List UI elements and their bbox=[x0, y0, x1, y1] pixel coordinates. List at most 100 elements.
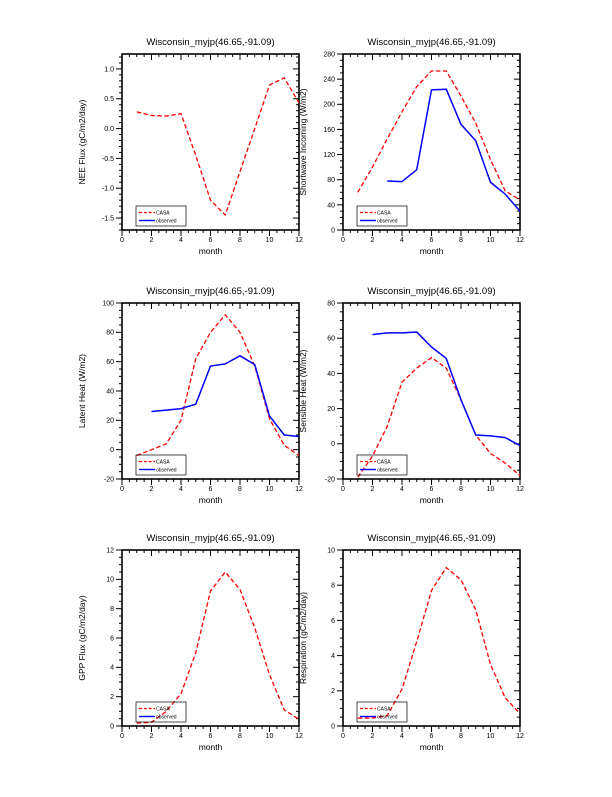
svg-text:0: 0 bbox=[341, 486, 345, 493]
legend-casa-label: CASA bbox=[156, 459, 170, 465]
chart-gpp-flux: 0 2 4 6 8 10 12 0 2 4 6 8 10 12 Wisconsin_myjp(46.65,-… bbox=[77, 533, 303, 752]
svg-text:6: 6 bbox=[209, 733, 213, 740]
casa-line bbox=[136, 571, 299, 724]
svg-text:0.0: 0.0 bbox=[104, 126, 114, 133]
svg-text:10: 10 bbox=[106, 577, 114, 584]
casa-line bbox=[136, 314, 299, 457]
y-axis-label: Latent Heat (W/m2) bbox=[77, 354, 87, 428]
legend-casa-label: CASA bbox=[156, 706, 170, 712]
svg-text:6: 6 bbox=[430, 733, 434, 740]
chart-title: Wisconsin_myjp(46.65,-91.09) bbox=[146, 286, 274, 297]
chart-title: Wisconsin_myjp(46.65,-91.09) bbox=[367, 533, 495, 544]
svg-text:4: 4 bbox=[179, 486, 183, 493]
svg-text:40: 40 bbox=[327, 371, 335, 378]
svg-text:10: 10 bbox=[266, 237, 274, 244]
y-tick-labels: 0 2 4 6 8 10 12 bbox=[106, 547, 114, 730]
svg-text:8: 8 bbox=[331, 583, 335, 590]
svg-text:0: 0 bbox=[331, 723, 335, 730]
chart-title: Wisconsin_myjp(46.65,-91.09) bbox=[367, 286, 495, 297]
svg-text:0: 0 bbox=[110, 723, 114, 730]
svg-text:8: 8 bbox=[238, 486, 242, 493]
legend-casa-label: CASA bbox=[377, 459, 391, 465]
legend: CASA observed bbox=[356, 205, 408, 227]
chart-latent-heat: 0 2 4 6 8 10 12 -20 0 20 40 60 80 100 Wisconsin_myjp(4… bbox=[77, 286, 303, 505]
y-axis-label: Shortwave Incoming (W/m2) bbox=[298, 88, 308, 195]
y-axis-label: Sensible Heat (W/m2) bbox=[298, 349, 308, 432]
x-tick-labels: 0 2 4 6 8 10 12 bbox=[120, 733, 303, 740]
svg-text:6: 6 bbox=[430, 486, 434, 493]
y-tick-labels: -20 0 20 40 60 80 100 bbox=[102, 300, 114, 483]
y-axis-label: NEE Flux (gC/m2/day) bbox=[77, 99, 87, 184]
legend-observed-label: observed bbox=[377, 218, 398, 224]
svg-text:8: 8 bbox=[459, 486, 463, 493]
svg-text:0: 0 bbox=[110, 447, 114, 454]
svg-text:10: 10 bbox=[266, 486, 274, 493]
plot-border bbox=[342, 549, 521, 727]
legend-box bbox=[356, 205, 408, 227]
chart-shortwave-incoming: 0 2 4 6 8 10 1204080120160200240280Wisconsin_m… bbox=[298, 37, 524, 256]
svg-text:4: 4 bbox=[110, 665, 114, 672]
svg-text:6: 6 bbox=[209, 237, 213, 244]
svg-text:100: 100 bbox=[102, 300, 114, 307]
svg-text:2: 2 bbox=[371, 733, 375, 740]
tick-marks bbox=[116, 549, 300, 732]
svg-text:0: 0 bbox=[341, 733, 345, 740]
svg-text:4: 4 bbox=[400, 486, 404, 493]
tick-marks bbox=[116, 302, 300, 485]
x-tick-labels: 0 2 4 6 8 10 12 bbox=[341, 237, 524, 244]
svg-text:6: 6 bbox=[430, 237, 434, 244]
svg-text:2: 2 bbox=[331, 688, 335, 695]
svg-text:6: 6 bbox=[331, 618, 335, 625]
svg-text:8: 8 bbox=[238, 237, 242, 244]
svg-text:2: 2 bbox=[150, 237, 154, 244]
svg-text:12: 12 bbox=[295, 486, 303, 493]
svg-text:0.5: 0.5 bbox=[104, 96, 114, 103]
x-axis-label: month bbox=[199, 246, 223, 256]
tick-marks bbox=[337, 549, 521, 732]
svg-text:-0.5: -0.5 bbox=[102, 156, 114, 163]
y-axis-label: Respiration (gC/m2/day) bbox=[298, 592, 308, 684]
plot-border bbox=[342, 302, 521, 480]
plot-border bbox=[121, 53, 300, 231]
svg-text:4: 4 bbox=[331, 653, 335, 660]
svg-text:0: 0 bbox=[341, 237, 345, 244]
svg-text:20: 20 bbox=[106, 418, 114, 425]
svg-text:12: 12 bbox=[295, 733, 303, 740]
y-tick-labels: 0 2 4 6 8 10 bbox=[327, 547, 335, 730]
observed-line bbox=[372, 331, 520, 447]
legend-box bbox=[135, 454, 187, 476]
svg-text:160: 160 bbox=[323, 127, 335, 134]
svg-text:1.0: 1.0 bbox=[104, 66, 114, 73]
legend-box bbox=[135, 205, 187, 227]
x-tick-labels: 0 2 4 6 8 10 12 bbox=[341, 733, 524, 740]
x-axis-label: month bbox=[199, 495, 223, 505]
legend: CASA observed bbox=[135, 701, 187, 723]
x-axis-label: month bbox=[420, 246, 444, 256]
casa-line bbox=[357, 566, 520, 719]
legend-observed-label: observed bbox=[377, 714, 398, 720]
y-axis-label: GPP Flux (gC/m2/day) bbox=[77, 595, 87, 681]
svg-text:8: 8 bbox=[459, 733, 463, 740]
svg-text:12: 12 bbox=[106, 547, 114, 554]
legend-casa-label: CASA bbox=[377, 210, 391, 216]
plot-border bbox=[342, 53, 521, 231]
svg-text:40: 40 bbox=[106, 388, 114, 395]
observed-line bbox=[387, 88, 520, 212]
legend-box bbox=[135, 701, 187, 723]
svg-text:40: 40 bbox=[327, 202, 335, 209]
svg-text:2: 2 bbox=[150, 733, 154, 740]
legend-observed-label: observed bbox=[156, 218, 177, 224]
plot-border bbox=[121, 302, 300, 480]
svg-text:0: 0 bbox=[331, 441, 335, 448]
x-tick-labels: 0 2 4 6 8 10 12 bbox=[341, 486, 524, 493]
x-axis-label: month bbox=[420, 742, 444, 752]
svg-text:10: 10 bbox=[327, 547, 335, 554]
y-tick-labels: 0 40 80 120 160 200 240 280 bbox=[323, 51, 335, 234]
svg-text:8: 8 bbox=[459, 237, 463, 244]
svg-text:0: 0 bbox=[120, 733, 124, 740]
chart-title: Wisconsin_myjp(46.65,-91.09) bbox=[146, 533, 274, 544]
svg-text:-1.5: -1.5 bbox=[102, 215, 114, 222]
svg-text:8: 8 bbox=[238, 733, 242, 740]
chart-nee-flux: 0 2 4 6 8 10 12 -1.5 -1.0 -0.5 0.0 0.5 1.0 Wisconsin_… bbox=[77, 37, 303, 256]
